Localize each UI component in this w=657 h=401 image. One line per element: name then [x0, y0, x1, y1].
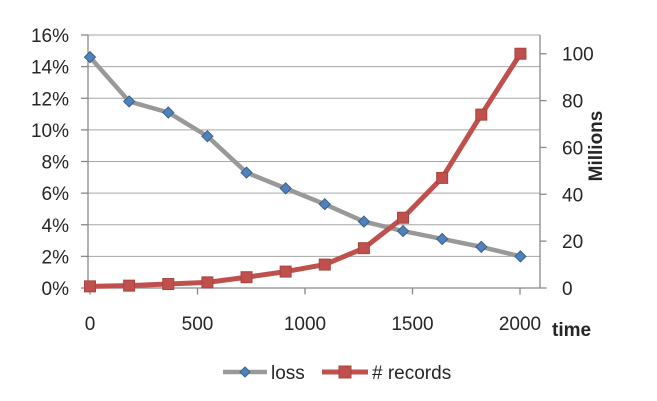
diamond-marker [357, 215, 371, 228]
square-marker [201, 276, 214, 289]
axes [81, 34, 547, 295]
diamond-marker [318, 197, 331, 211]
left-axis-tick-label: 10% [31, 121, 69, 142]
square-marker [279, 265, 292, 278]
x-axis-tick-label: 2000 [499, 314, 541, 335]
square-marker [123, 279, 136, 292]
right-axis-tick-label: 20 [562, 232, 583, 253]
legend-label-records: # records [372, 363, 451, 384]
square-marker [84, 280, 96, 293]
left-axis-tick-label: 6% [42, 184, 70, 205]
legend-diamond-icon [239, 366, 251, 378]
left-axis-tick-label: 0% [42, 279, 70, 300]
series-line [87, 51, 523, 289]
diamond-marker [279, 182, 292, 195]
gridlines [88, 34, 540, 257]
right-axis-tick-label: 40 [562, 185, 583, 206]
left-axis-tick-label: 2% [42, 247, 70, 268]
left-axis-tick-label: 14% [31, 58, 69, 79]
diamond-marker [435, 232, 449, 246]
diamond-marker [122, 95, 136, 108]
square-marker [162, 278, 175, 291]
left-axis-tick-label: 4% [42, 216, 70, 237]
series-loss [83, 50, 527, 263]
x-axis-tick-label: 500 [182, 314, 214, 335]
right-axis-tick-label: 0 [562, 279, 573, 300]
right-axis-title: Millions [586, 111, 607, 182]
square-marker [397, 211, 410, 224]
diamond-marker [83, 50, 97, 64]
x-axis-tick-label: 0 [85, 314, 96, 335]
left-axis-tick-label: 8% [42, 153, 70, 174]
diamond-marker [475, 240, 488, 254]
legend-label-loss: loss [271, 363, 305, 384]
diamond-marker [514, 250, 527, 263]
x-axis-tick-label: 1500 [391, 314, 433, 335]
right-axis-tick-label: 60 [562, 138, 583, 159]
diamond-marker [240, 166, 253, 179]
left-axis-tick-label: 12% [31, 89, 69, 110]
square-marker [240, 271, 253, 284]
right-axis-tick-label: 100 [562, 45, 594, 66]
right-axis-tick-label: 80 [562, 92, 583, 113]
left-axis-tick-label: 16% [31, 26, 69, 47]
square-marker [514, 47, 527, 60]
data-series [83, 47, 527, 293]
series-line [87, 54, 523, 259]
diamond-marker [201, 129, 214, 143]
x-axis-tick-label: 1000 [284, 314, 326, 335]
square-marker [475, 108, 488, 121]
square-marker [436, 171, 449, 184]
x-axis-title: time [552, 320, 591, 341]
series-records [84, 47, 527, 293]
diamond-marker [396, 224, 410, 238]
legend-square-icon [338, 365, 352, 379]
legend: loss # records [223, 363, 451, 384]
diamond-marker [162, 106, 175, 119]
square-marker [357, 242, 370, 255]
square-marker [318, 258, 331, 271]
